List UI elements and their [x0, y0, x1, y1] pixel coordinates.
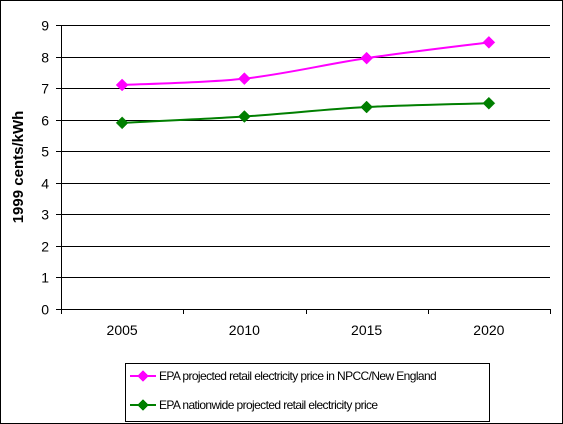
data-point [238, 72, 251, 85]
y-tick-labels: 0 1 2 3 4 5 6 7 8 9 [41, 18, 49, 318]
y-tick-label: 1 [41, 270, 49, 286]
series-line [122, 102, 489, 124]
axes [56, 25, 551, 314]
grid [61, 25, 550, 278]
y-tick-label: 2 [41, 239, 49, 255]
legend-label: EPA projected retail electricity price i… [159, 369, 436, 383]
legend-label: EPA nationwide projected retail electric… [159, 398, 378, 412]
data-point [482, 96, 496, 110]
y-tick-label: 4 [41, 176, 49, 192]
series-layer [115, 36, 496, 130]
data-point [360, 100, 373, 114]
y-tick-label: 5 [41, 144, 49, 160]
y-tick-label: 9 [41, 18, 49, 34]
legend-box [125, 363, 490, 422]
y-axis-label: 1999 cents/kWh [10, 111, 27, 224]
data-point [115, 78, 129, 92]
data-point [115, 116, 129, 130]
y-tick-label: 0 [41, 302, 49, 318]
y-tick-label: 8 [41, 50, 49, 66]
x-tick-label: 2015 [351, 322, 382, 338]
y-tick-label: 7 [41, 81, 49, 97]
legend: EPA projected retail electricity price i… [125, 363, 490, 422]
x-tick-label: 2020 [473, 322, 504, 338]
series-line [122, 41, 490, 86]
x-tick-label: 2005 [107, 322, 138, 338]
y-tick-label: 3 [41, 207, 49, 223]
legend-marker [137, 399, 149, 411]
legend-marker [137, 370, 149, 382]
data-point [482, 36, 496, 49]
data-point [238, 110, 251, 123]
data-point [360, 51, 373, 65]
y-tick-label: 6 [41, 113, 49, 129]
x-tick-labels: 2005 2010 2015 2020 [107, 322, 505, 338]
x-tick-label: 2010 [229, 322, 260, 338]
